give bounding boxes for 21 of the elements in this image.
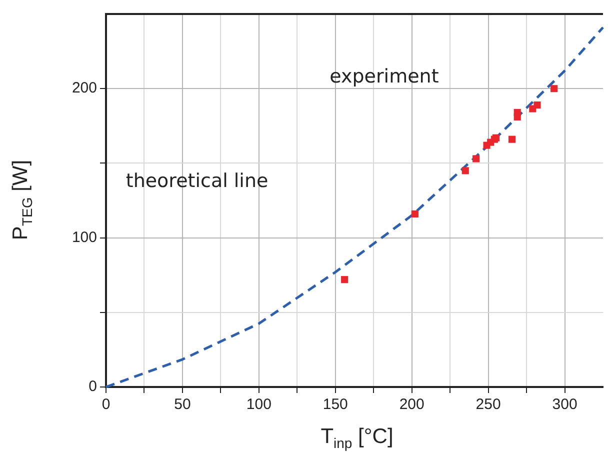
annotation: theoretical line xyxy=(126,170,268,192)
x-axis-title: T$_{inp}$ [°C] xyxy=(320,425,394,452)
x-tick-label: 150 xyxy=(322,396,348,414)
x-tick-label: 0 xyxy=(102,396,110,414)
x-tick-label: 250 xyxy=(476,396,501,414)
point xyxy=(411,210,418,218)
point xyxy=(508,136,516,143)
x-tick-label: 300 xyxy=(552,396,578,414)
x-tick-label: 200 xyxy=(399,396,424,414)
point xyxy=(462,167,469,174)
x-tick-label: 50 xyxy=(174,396,191,414)
y-tick-label: 200 xyxy=(72,80,97,97)
point xyxy=(472,155,480,162)
annotation: experiment xyxy=(330,65,439,88)
point xyxy=(534,101,541,109)
point xyxy=(514,108,521,116)
y-tick-label: 100 xyxy=(72,228,97,246)
point xyxy=(341,276,348,284)
x-tick-label: 100 xyxy=(246,396,272,414)
point xyxy=(550,85,558,92)
y-tick-label: 0 xyxy=(88,378,97,396)
